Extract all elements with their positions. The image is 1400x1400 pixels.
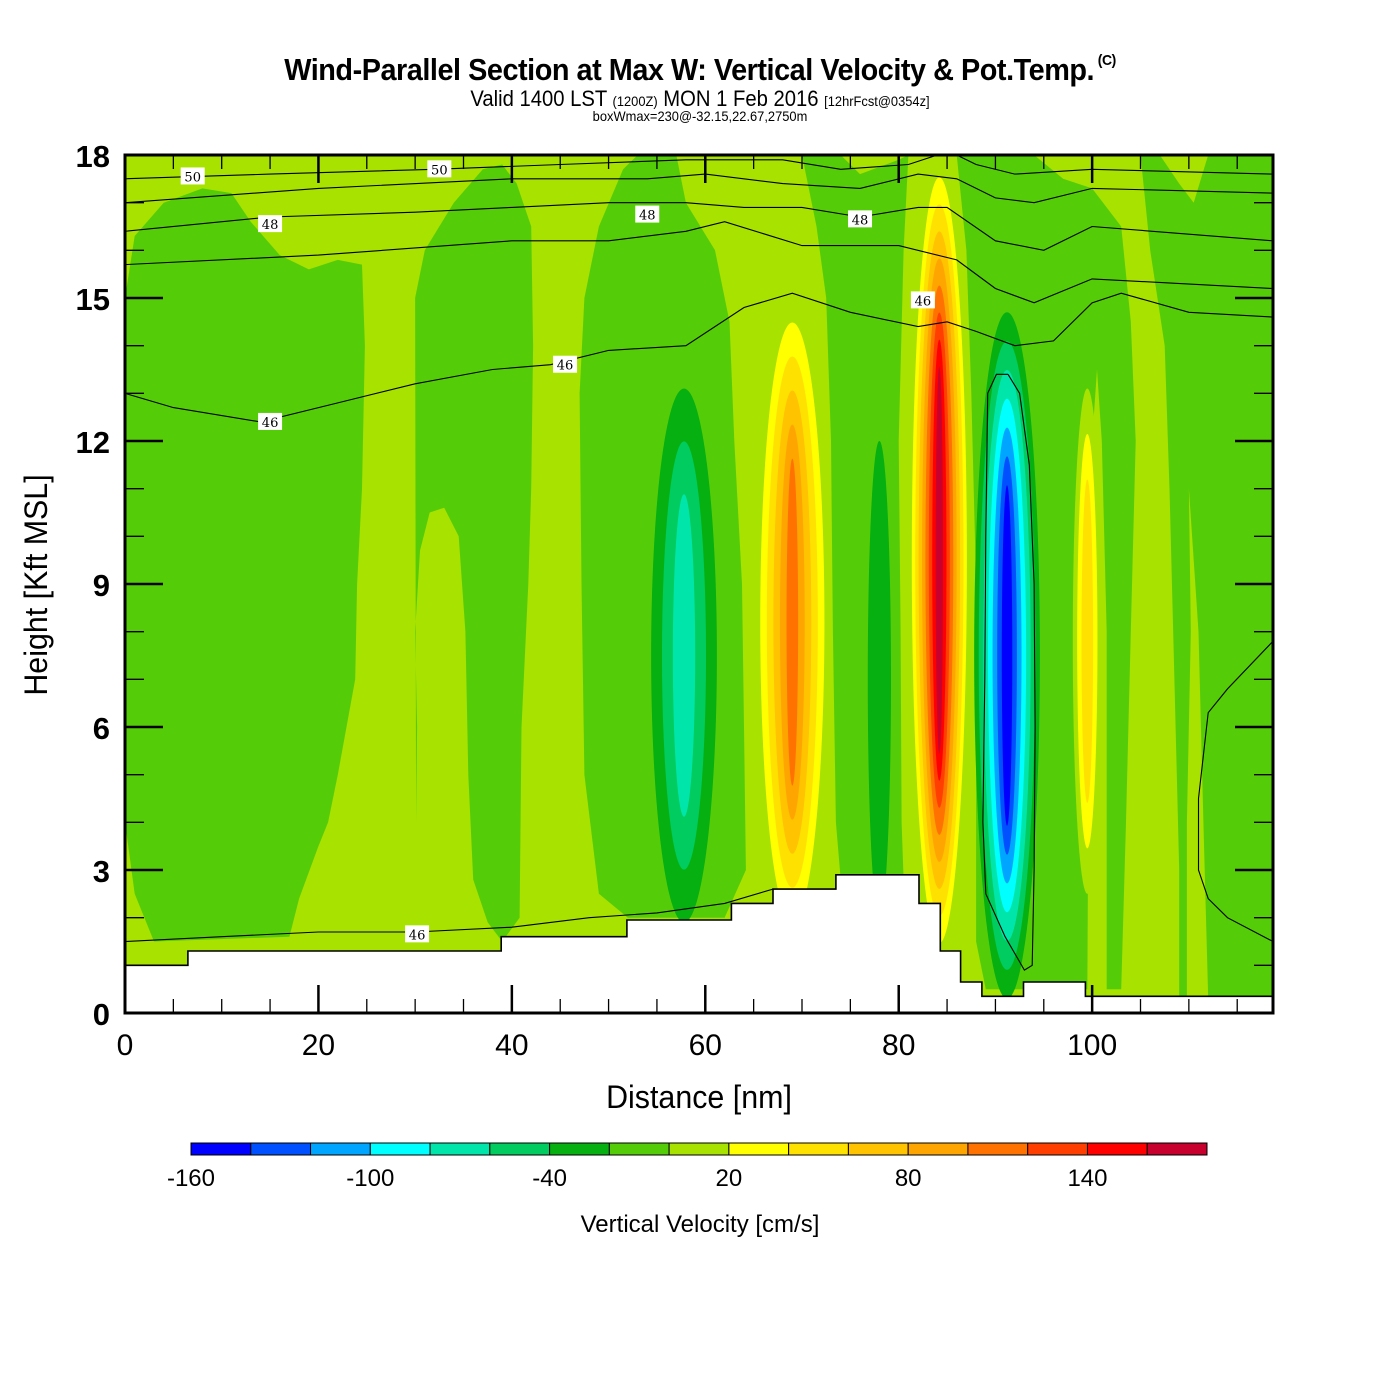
theta-contour-48	[125, 202, 1273, 251]
theta-contour-46	[125, 292, 1273, 423]
contour-label: 46	[557, 359, 574, 374]
contour-label-box	[258, 412, 283, 430]
colorbar-swatch	[788, 1142, 849, 1156]
updraft-band	[1081, 479, 1094, 803]
contour-label-layer: 50 50 48 48 48 46 46 46 46	[180, 160, 935, 943]
downdraft-band	[867, 440, 891, 918]
colorbar-swatch	[429, 1142, 491, 1156]
fill-band-neg20-0	[415, 164, 534, 942]
terrain-fill	[125, 874, 1273, 1013]
contour-label: 46	[262, 416, 279, 431]
downdraft-band	[1001, 485, 1013, 826]
terrain-outline	[125, 873, 1273, 998]
contour-label: 50	[184, 170, 201, 185]
contour-label-box	[427, 160, 452, 178]
x-tick-label: 100	[1067, 1029, 1117, 1062]
colorbar-tick-label: 80	[895, 1165, 922, 1192]
colorbar-tick-label: -40	[532, 1165, 567, 1192]
colorbar-tick-label: -160	[167, 1165, 215, 1192]
title-main: Wind-Parallel Section at Max W: Vertical…	[284, 52, 1095, 87]
fill-band-0-20	[1186, 488, 1209, 999]
colorbar-swatch	[847, 1142, 909, 1156]
valid-utc: (1200Z)	[612, 93, 658, 109]
contour-label-box	[553, 355, 578, 373]
downdraft-band	[672, 494, 696, 817]
colorbar-swatch	[1086, 1142, 1148, 1156]
contour-label: 46	[409, 928, 426, 943]
colorbar-tick-label: -100	[346, 1165, 394, 1192]
contour-label: 46	[915, 294, 932, 309]
colorbar-tick-label: 20	[716, 1165, 743, 1192]
theta-contour-51	[956, 155, 1273, 175]
contour-label: 48	[852, 213, 869, 228]
y-tick-label: 0	[93, 997, 110, 1032]
x-axis-label: Distance [nm]	[606, 1079, 792, 1115]
chart-subtitle: Valid 1400 LST (1200Z) MON 1 Feb 2016 [1…	[56, 86, 1344, 112]
terrain-layer	[125, 873, 1273, 1013]
y-axis-label: Height [Kft MSL]	[18, 474, 54, 695]
theta-contour-47	[125, 221, 1273, 304]
x-tick-label: 40	[495, 1029, 528, 1062]
theta-contour-50	[125, 155, 938, 180]
theta-contour-46	[125, 888, 774, 943]
y-tick-label: 9	[93, 568, 110, 603]
colorbar-swatch	[728, 1142, 790, 1156]
colorbar-swatch	[1027, 1142, 1088, 1156]
valid-date: MON 1 Feb 2016	[663, 86, 819, 111]
x-tick-label: 60	[689, 1029, 722, 1062]
colorbar-tick-label: 140	[1067, 1165, 1107, 1192]
colorbar-swatch	[608, 1142, 670, 1156]
y-tick-label: 6	[93, 711, 110, 746]
colorbar-swatch	[907, 1142, 969, 1156]
fill-band-0-20	[1145, 727, 1162, 999]
contour-label-box	[405, 925, 430, 943]
x-tick-label: 0	[117, 1029, 134, 1062]
updraft-band	[786, 458, 799, 786]
colorbar-swatch	[369, 1142, 431, 1156]
colorbar-label: Vertical Velocity [cm/s]	[581, 1211, 820, 1238]
contour-label-box	[258, 215, 283, 233]
colorbar-swatch	[250, 1142, 312, 1156]
y-tick-label: 15	[76, 282, 110, 317]
colorbar-swatch	[967, 1142, 1029, 1156]
colorbar-swatch	[549, 1142, 610, 1156]
x-tick-label: 80	[882, 1029, 915, 1062]
contour-label-box	[848, 210, 873, 228]
valid-time: Valid 1400 LST	[470, 86, 607, 111]
chart-title: Wind-Parallel Section at Max W: Vertical…	[49, 52, 1351, 88]
y-tick-label: 3	[93, 854, 110, 889]
y-tick-label: 12	[76, 425, 110, 460]
colorbar-swatch	[1146, 1142, 1208, 1156]
box-info: boxWmax=230@-32.15,22.67,2750m	[592, 108, 808, 124]
fill-band-neg20-0	[1140, 155, 1273, 999]
updraft-band	[935, 366, 944, 754]
y-tick-label: 18	[76, 139, 110, 174]
copyright-mark: (C)	[1097, 52, 1116, 69]
theta-contour-45	[982, 373, 1036, 971]
forecast-info: [12hrFcst@0354z]	[824, 93, 930, 109]
contour-label: 50	[431, 163, 448, 178]
colorbar-swatch	[310, 1142, 371, 1156]
contour-label: 48	[262, 218, 279, 233]
colorbar-swatch	[489, 1142, 551, 1156]
theta-contour-layer	[125, 155, 1273, 971]
velocity-fill-layer	[125, 155, 1273, 1013]
x-tick-label: 20	[302, 1029, 335, 1062]
contour-label-box	[180, 167, 205, 185]
colorbar-swatch	[190, 1142, 252, 1156]
contour-label-box	[910, 291, 935, 309]
colorbar: -160 -100 -40 20 80 140	[167, 1142, 1208, 1192]
colorbar-swatch	[668, 1142, 730, 1156]
fill-band-neg20-0	[125, 188, 365, 942]
theta-contour-45	[1197, 640, 1273, 942]
contour-label: 48	[639, 209, 656, 224]
contour-label-box	[635, 205, 660, 223]
axes-layer: 0 20 40 60 80 100 0 3 6 9 12 15 18	[76, 139, 1275, 1062]
